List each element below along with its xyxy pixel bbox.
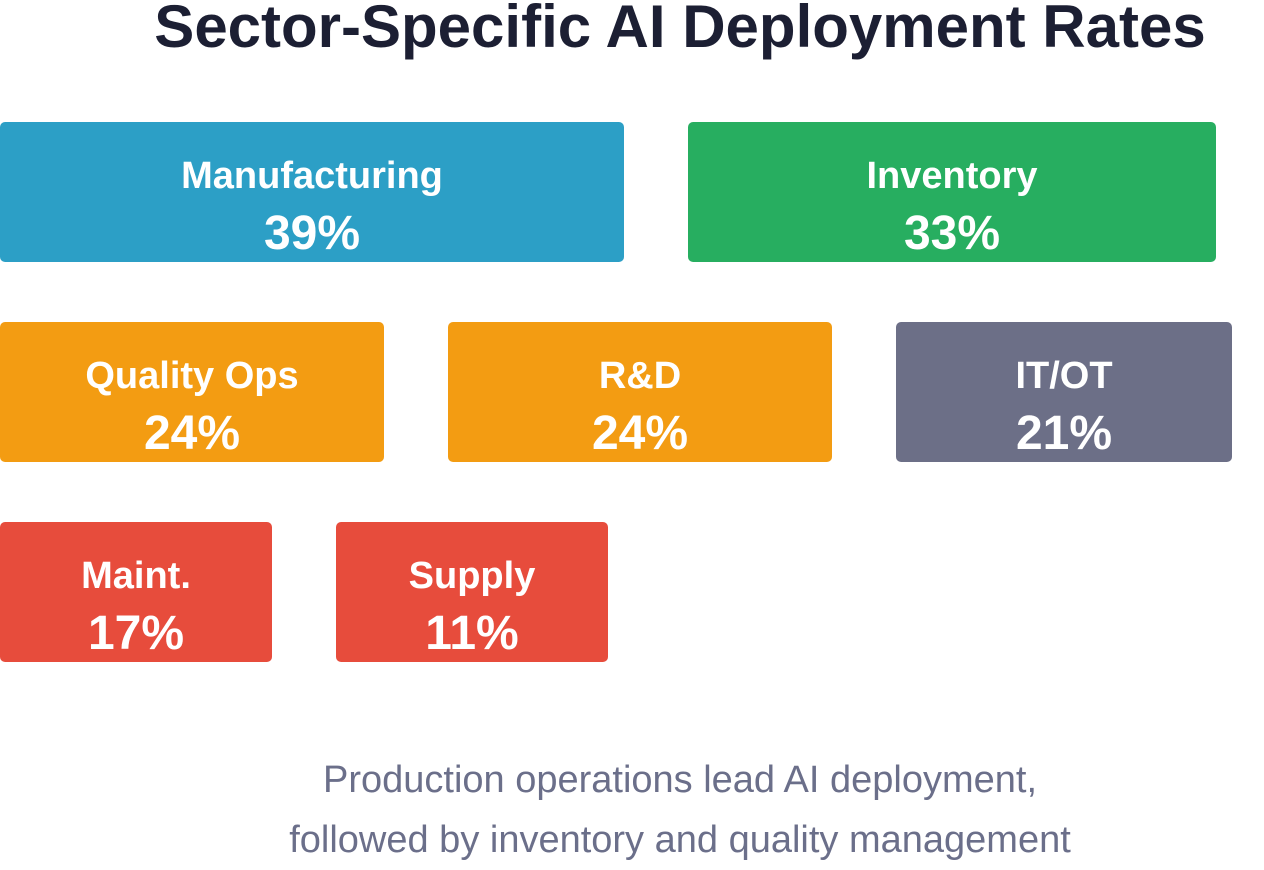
tile-label: Quality Ops <box>85 355 299 397</box>
tile: IT/OT 21% <box>896 322 1232 462</box>
value-label: 11% <box>425 607 519 660</box>
chart-title: Sector-Specific AI Deployment Rates <box>154 0 1206 60</box>
tile-label: Supply <box>408 555 536 597</box>
tile: Maint. 17% <box>0 522 272 662</box>
value-label: 33% <box>903 207 1001 260</box>
tile-label: Manufacturing <box>181 155 443 197</box>
tile: Manufacturing 39% <box>0 122 624 262</box>
value-label: 21% <box>1015 407 1113 460</box>
tile: Supply 11% <box>336 522 608 662</box>
tile: R&D 24% <box>448 322 832 462</box>
footnote-line: followed by inventory and quality manage… <box>289 819 1071 861</box>
value-label: 17% <box>87 607 185 660</box>
tile: Inventory 33% <box>688 122 1216 262</box>
footnote-line: Production operations lead AI deployment… <box>322 759 1038 801</box>
value-label: 24% <box>143 407 241 460</box>
tile: Quality Ops 24% <box>0 322 384 462</box>
tile-label: IT/OT <box>1015 355 1113 397</box>
value-label: 24% <box>591 407 689 460</box>
tile-label: Inventory <box>866 155 1038 197</box>
tile-label: R&D <box>598 355 682 397</box>
value-label: 39% <box>263 207 361 260</box>
footnote: Production operations lead AI deployment… <box>96 750 1264 870</box>
tile-area: Manufacturing 39% Inventory 33% Quality Ops 2… <box>0 122 1264 662</box>
tile-label: Maint. <box>81 555 191 597</box>
